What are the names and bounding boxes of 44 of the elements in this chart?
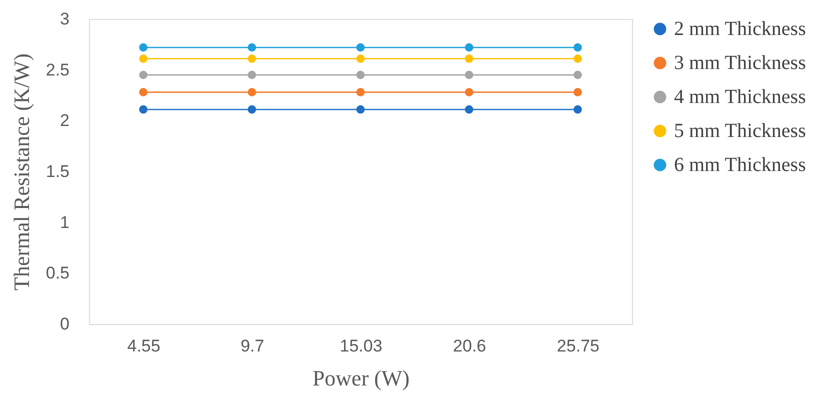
y-axis-title: Thermal Resistance (K/W): [8, 53, 34, 291]
y-tick-label: 3: [60, 10, 70, 28]
y-tick-label: 0: [60, 314, 70, 334]
y-tick-label: 1.5: [46, 162, 70, 181]
x-tick-label: 20.6: [453, 336, 486, 356]
point: [574, 54, 582, 63]
y-tick-label: 0.5: [46, 264, 70, 283]
point: [356, 70, 365, 80]
point: [248, 105, 256, 114]
point: [139, 105, 148, 114]
point: [574, 43, 582, 52]
point: [574, 70, 582, 80]
point: [464, 88, 474, 96]
point: [356, 105, 365, 114]
y-tick-label: 1: [60, 212, 70, 232]
point: [464, 54, 474, 63]
point: [356, 88, 365, 96]
x-tick-label: 4.55: [127, 336, 160, 356]
point: [248, 70, 256, 80]
legend-label: 4 mm Thickness: [674, 86, 806, 108]
point: [464, 70, 474, 80]
x-tick-label: 15.03: [340, 336, 382, 356]
point: [356, 54, 365, 63]
point: [139, 43, 148, 52]
x-tick-label: 25.75: [556, 336, 600, 356]
legend-label: 3 mm Thickness: [674, 52, 806, 74]
legend-label: 6 mm Thickness: [674, 154, 806, 176]
point: [139, 88, 148, 96]
x-axis-title: Power (W): [312, 366, 410, 390]
point: [248, 43, 256, 52]
point: [139, 70, 148, 80]
point: [574, 88, 582, 96]
point: [139, 54, 148, 63]
point: [574, 105, 582, 114]
point: [356, 43, 365, 52]
y-tick-label: 2: [60, 111, 70, 130]
legend-label: 5 mm Thickness: [674, 120, 806, 142]
point: [248, 88, 256, 96]
legend-label: 2 mm Thickness: [674, 18, 806, 40]
point: [248, 54, 256, 63]
point: [464, 43, 474, 52]
y-tick-label: 2.5: [46, 60, 70, 80]
point: [464, 105, 474, 114]
x-tick-label: 9.7: [240, 336, 264, 356]
